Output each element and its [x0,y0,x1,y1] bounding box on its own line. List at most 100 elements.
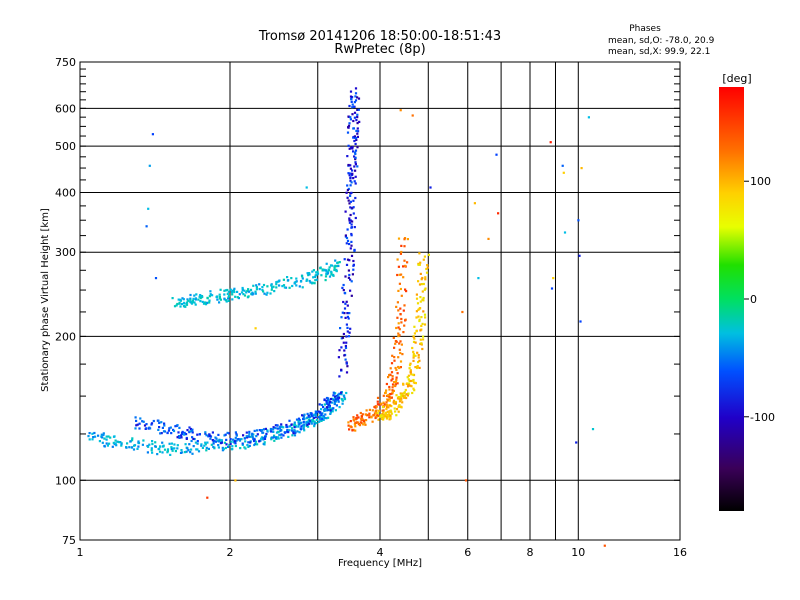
data-point [357,130,360,133]
data-point [201,300,204,303]
data-point [413,337,416,340]
data-point [345,191,348,194]
data-point [418,252,421,255]
data-point [346,189,349,192]
data-point [375,409,378,412]
data-point [322,418,325,421]
data-point [208,301,211,304]
data-point [343,398,347,401]
data-point [348,147,351,150]
data-point [360,415,363,418]
data-point [406,394,409,397]
chart-title-line1: Tromsø 20141206 18:50:00-18:51:43 [258,29,501,44]
data-point [407,382,411,385]
data-point [416,302,420,305]
data-point [422,296,425,300]
data-point [273,439,276,442]
data-point [412,350,415,353]
data-point [355,129,358,132]
data-point [365,413,368,416]
data-point [184,305,187,308]
data-point [343,354,346,357]
data-point [385,382,388,386]
data-point [379,402,383,405]
data-point [376,400,379,403]
data-point [417,354,420,357]
data-point [340,368,343,371]
data-point [352,199,355,202]
data-point [105,438,108,441]
data-point [189,298,192,301]
data-point [423,288,426,291]
data-point [417,263,420,266]
data-point [356,127,359,130]
data-point [184,451,187,454]
data-point [134,427,137,430]
data-point [154,441,157,444]
data-point [150,447,153,450]
data-point [236,438,239,441]
data-point [403,259,406,262]
data-point [403,396,406,399]
data-point [363,421,366,424]
data-point [178,436,181,439]
data-point [200,295,203,298]
data-point [347,335,351,338]
data-point [400,317,403,321]
data-point [151,451,154,454]
data-point [236,290,239,293]
data-point [399,287,402,291]
data-point [208,295,211,298]
data-point [335,404,338,407]
data-point [407,392,410,395]
data-point [286,428,289,431]
data-point [354,142,357,146]
data-point [348,217,351,220]
data-point [243,289,246,292]
data-point [345,236,349,240]
data-point [380,417,384,420]
data-point [293,424,296,427]
data-point [234,442,237,445]
data-point [348,312,351,315]
data-point [248,435,251,438]
data-point [178,301,181,304]
data-point [412,373,415,376]
data-point [203,301,207,304]
data-point [329,407,332,410]
data-point [375,405,378,408]
data-point [413,332,416,335]
data-point [341,399,344,402]
data-point [162,444,165,447]
y-tick-label: 300 [55,246,76,259]
data-point [226,292,229,295]
data-point [395,305,398,308]
data-point [274,427,277,430]
data-point [208,433,211,436]
data-point [420,283,423,286]
data-point [206,301,209,305]
data-point [400,321,403,324]
data-point [191,436,194,439]
data-point [233,287,236,290]
data-point [406,382,409,385]
data-point [280,433,283,436]
data-point [102,432,105,435]
data-point [354,161,357,164]
data-point [332,398,335,401]
data-point [262,438,265,441]
data-point [189,300,192,303]
data-point [293,426,296,429]
data-point [271,286,274,289]
data-point [389,404,392,407]
data-point [402,265,405,268]
data-point [314,275,317,278]
data-point [362,423,365,426]
data-point [402,309,405,312]
data-point [349,206,352,209]
data-point [163,448,167,451]
data-point [387,413,391,416]
data-point [181,297,184,300]
data-point [374,415,378,418]
data-point [261,288,264,292]
